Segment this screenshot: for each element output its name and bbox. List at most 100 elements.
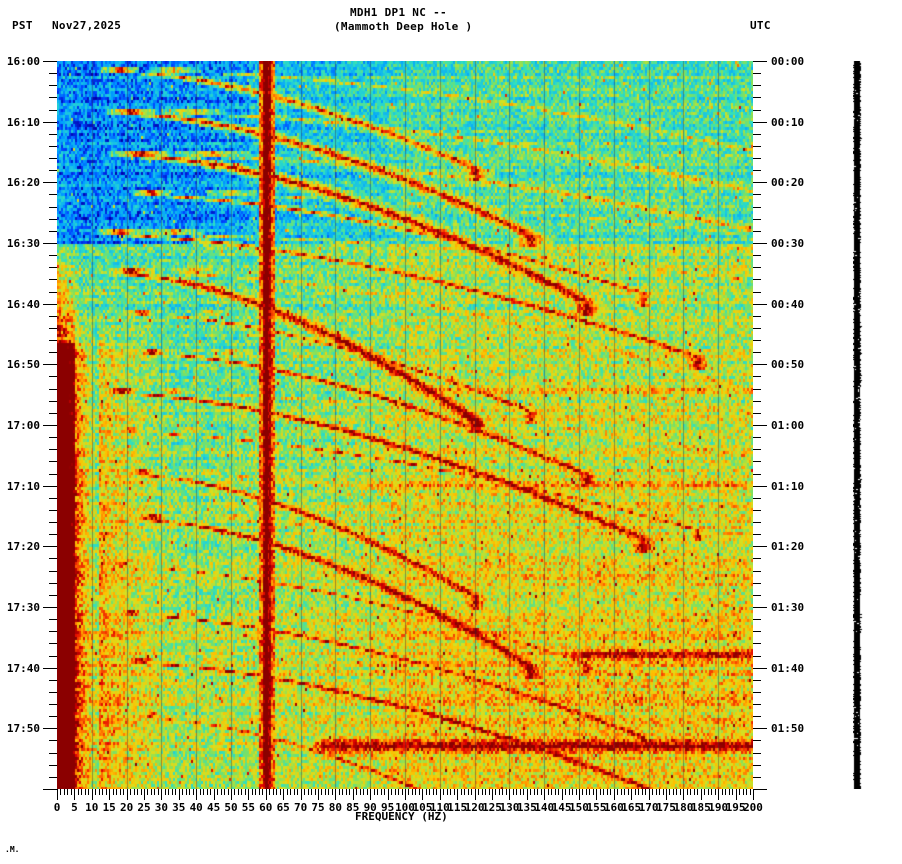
time-axis-utc-minor-tick — [753, 352, 761, 353]
frequency-axis-minor-tick — [158, 789, 159, 795]
frequency-axis-minor-tick — [555, 789, 556, 795]
frequency-axis-major-tick — [753, 789, 754, 800]
frequency-axis-minor-tick — [412, 789, 413, 795]
frequency-axis-major-tick — [492, 789, 493, 800]
time-axis-pst-minor-tick — [49, 255, 57, 256]
frequency-axis-minor-tick — [502, 789, 503, 795]
frequency-axis-minor-tick — [652, 789, 653, 795]
frequency-axis-minor-tick — [715, 789, 716, 795]
spectrogram-canvas — [57, 61, 753, 789]
frequency-axis-minor-tick — [182, 789, 183, 795]
time-axis-utc-label: 01:30 — [771, 601, 805, 614]
time-axis-pst-label: 16:50 — [6, 358, 40, 372]
frequency-axis-minor-tick — [315, 789, 316, 795]
frequency-axis-minor-tick — [367, 789, 368, 795]
frequency-axis-minor-tick — [377, 789, 378, 795]
frequency-axis-label: 55 — [241, 801, 256, 814]
frequency-axis-minor-tick — [656, 789, 657, 795]
time-axis-utc-minor-tick — [753, 146, 761, 147]
time-axis-pst-major-tick — [43, 425, 57, 426]
frequency-axis-label: 80 — [328, 801, 343, 814]
frequency-axis-minor-tick — [558, 789, 559, 795]
frequency-axis-label: 30 — [154, 801, 169, 814]
frequency-axis-minor-tick — [750, 789, 751, 795]
time-axis-utc-minor-tick — [753, 753, 761, 754]
chart-header: PST Nov27,2025 MDH1 DP1 NC -- (Mammoth D… — [0, 0, 902, 58]
time-axis-utc-minor-tick — [753, 231, 761, 232]
frequency-axis-minor-tick — [489, 789, 490, 795]
time-axis-pst-minor-tick — [49, 461, 57, 462]
frequency-axis-minor-tick — [676, 789, 677, 795]
frequency-axis-minor-tick — [228, 789, 229, 795]
time-axis-pst-label: 17:00 — [6, 419, 40, 432]
amplitude-trace-canvas — [853, 61, 863, 789]
spectrogram-plot — [57, 61, 753, 789]
time-axis-pst-minor-tick — [49, 534, 57, 535]
frequency-axis-minor-tick — [722, 789, 723, 795]
time-axis-utc-minor-tick — [753, 522, 761, 523]
frequency-axis-minor-tick — [450, 789, 451, 795]
time-axis-utc-minor-tick — [753, 292, 761, 293]
frequency-axis-minor-tick — [603, 789, 604, 795]
time-axis-utc-minor-tick — [753, 474, 761, 475]
time-axis-pst-major-tick — [43, 607, 57, 608]
frequency-axis-major-tick — [718, 789, 719, 800]
time-axis-pst-minor-tick — [49, 510, 57, 511]
frequency-axis-major-tick — [596, 789, 597, 800]
frequency-axis-minor-tick — [485, 789, 486, 795]
frequency-axis-major-tick — [353, 789, 354, 800]
time-axis-utc-minor-tick — [753, 134, 761, 135]
frequency-axis-minor-tick — [464, 789, 465, 795]
frequency-axis-minor-tick — [534, 789, 535, 795]
frequency-axis-minor-tick — [659, 789, 660, 795]
time-axis-pst-label: 17:50 — [6, 722, 40, 736]
time-axis-pst-minor-tick — [49, 619, 57, 620]
frequency-axis-label: 15 — [102, 801, 116, 814]
frequency-axis-minor-tick — [447, 789, 448, 795]
time-axis-pst-minor-tick — [49, 595, 57, 596]
frequency-axis-minor-tick — [402, 789, 403, 795]
frequency-axis-minor-tick — [621, 789, 622, 795]
frequency-axis-minor-tick — [349, 789, 350, 795]
time-axis-pst-minor-tick — [49, 340, 57, 341]
time-axis-pst-minor-tick — [49, 267, 57, 268]
frequency-axis-major-tick — [144, 789, 145, 800]
frequency-axis-minor-tick — [729, 789, 730, 795]
frequency-axis-major-tick — [74, 789, 75, 800]
frequency-axis-minor-tick — [746, 789, 747, 795]
frequency-axis-major-tick — [109, 789, 110, 800]
time-axis-utc-minor-tick — [753, 389, 761, 390]
time-axis-utc-label: 01:00 — [771, 419, 805, 432]
time-axis-utc-minor-tick — [753, 534, 761, 535]
time-axis-utc-major-tick — [753, 364, 767, 365]
time-axis-pst-minor-tick — [49, 110, 57, 111]
time-axis-utc-major-tick — [753, 122, 767, 123]
time-axis-pst-minor-tick — [49, 376, 57, 377]
frequency-axis-major-tick — [440, 789, 441, 800]
time-axis-utc-minor-tick — [753, 716, 761, 717]
time-axis-utc-label: 00:40 — [771, 297, 805, 311]
frequency-axis-minor-tick — [530, 789, 531, 795]
frequency-axis-minor-tick — [391, 789, 392, 795]
frequency-axis-minor-tick — [342, 789, 343, 795]
time-axis-utc-minor-tick — [753, 279, 761, 280]
frequency-axis-minor-tick — [252, 789, 253, 795]
time-axis-pst-major-tick — [43, 486, 57, 487]
frequency-axis-minor-tick — [426, 789, 427, 795]
frequency-axis-minor-tick — [697, 789, 698, 795]
frequency-axis-minor-tick — [520, 789, 521, 795]
time-axis-utc-major-tick — [753, 61, 767, 62]
frequency-axis-minor-tick — [694, 789, 695, 795]
frequency-axis-minor-tick — [537, 789, 538, 795]
frequency-axis-minor-tick — [269, 789, 270, 795]
time-axis-pst-minor-tick — [49, 704, 57, 705]
time-axis-utc-minor-tick — [753, 777, 761, 778]
time-axis-pst-minor-tick — [49, 194, 57, 195]
frequency-axis-minor-tick — [175, 789, 176, 795]
time-axis-utc-major-tick — [753, 243, 767, 244]
frequency-axis-minor-tick — [690, 789, 691, 795]
frequency-axis-minor-tick — [273, 789, 274, 795]
frequency-axis-major-tick — [544, 789, 545, 800]
time-axis-pst-label: 17:10 — [6, 479, 40, 493]
time-axis-utc-major-tick — [753, 789, 767, 790]
